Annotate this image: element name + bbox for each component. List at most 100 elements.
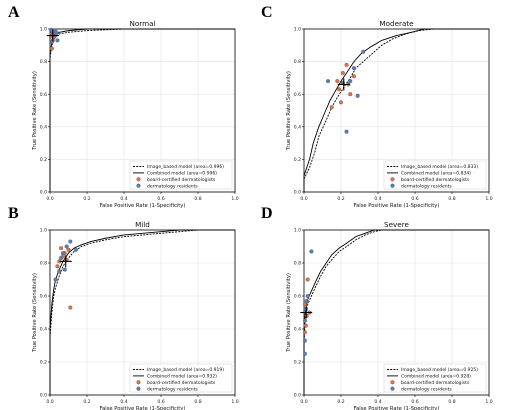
marker-resident bbox=[60, 251, 65, 256]
roc-curve-combined bbox=[49, 229, 235, 395]
y-tick-label: 0.8 bbox=[40, 59, 47, 65]
x-tick-label: 0.4 bbox=[374, 399, 381, 405]
x-axis-label: False Positive Rate (1-Specificity) bbox=[100, 406, 186, 410]
marker-resident bbox=[53, 277, 58, 282]
y-tick-label: 0.4 bbox=[294, 327, 301, 333]
x-tick-label: 0.8 bbox=[194, 196, 201, 202]
y-tick-label: 0.0 bbox=[294, 190, 301, 196]
chart-title: Moderate bbox=[379, 19, 414, 28]
x-tick-label: 0.0 bbox=[300, 399, 307, 405]
y-tick-label: 0.6 bbox=[294, 294, 301, 300]
marker-resident bbox=[64, 244, 69, 249]
y-tick-label: 0.4 bbox=[40, 327, 47, 333]
legend-marker bbox=[136, 177, 141, 182]
x-tick-label: 1.0 bbox=[485, 196, 492, 202]
roc-curve-combined bbox=[303, 229, 489, 395]
marker-board-certified bbox=[302, 330, 307, 335]
legend-box bbox=[383, 363, 487, 393]
y-tick-label: 0.8 bbox=[294, 59, 301, 65]
panel-letter-d: D bbox=[261, 205, 273, 222]
marker-resident bbox=[351, 66, 356, 71]
x-tick-label: 1.0 bbox=[231, 196, 238, 202]
legend-entry: dermatology residents bbox=[401, 386, 452, 392]
marker-resident bbox=[55, 38, 60, 43]
legend-marker bbox=[390, 386, 395, 391]
legend-entry: dermatology residents bbox=[147, 386, 198, 392]
x-tick-label: 0.4 bbox=[120, 196, 127, 202]
marker-resident bbox=[326, 79, 331, 84]
marker-board-certified bbox=[338, 100, 344, 105]
roc-curve-image-based bbox=[49, 229, 235, 395]
legend-entry: dermatology residents bbox=[401, 183, 452, 189]
legend-marker bbox=[136, 183, 141, 188]
x-tick-label: 0.6 bbox=[157, 399, 164, 405]
marker-board-certified bbox=[66, 247, 71, 252]
y-tick-label: 0.6 bbox=[40, 294, 47, 300]
y-tick-label: 0.4 bbox=[294, 124, 301, 130]
marker-resident bbox=[73, 247, 78, 252]
x-tick-label: 0.4 bbox=[120, 399, 127, 405]
x-tick-label: 0.0 bbox=[46, 399, 53, 405]
x-tick-label: 0.2 bbox=[83, 399, 90, 405]
marker-board-certified bbox=[340, 70, 345, 76]
x-tick-label: 0.6 bbox=[411, 399, 418, 405]
marker-board-certified bbox=[305, 277, 310, 282]
panel-letter-c: C bbox=[261, 4, 273, 21]
y-tick-label: 0.6 bbox=[40, 92, 47, 98]
y-axis-label: True Positive Rate (Sensitivity) bbox=[286, 71, 292, 151]
roc-curve-image-based bbox=[303, 229, 489, 395]
marker-board-certified bbox=[49, 46, 54, 51]
marker-resident bbox=[304, 298, 309, 303]
x-tick-label: 0.2 bbox=[337, 399, 344, 405]
x-axis-label: False Positive Rate (1-Specificity) bbox=[100, 203, 186, 209]
y-tick-label: 0.2 bbox=[294, 157, 301, 163]
marker-resident bbox=[305, 293, 310, 299]
legend-entry: board-certified dermatologists bbox=[401, 177, 470, 183]
plot-frame bbox=[49, 229, 236, 396]
marker-resident bbox=[309, 249, 314, 254]
marker-board-certified bbox=[59, 246, 64, 251]
y-tick-label: 1.0 bbox=[294, 27, 301, 33]
marker-resident bbox=[68, 239, 73, 244]
legend-box bbox=[129, 363, 233, 393]
legend-entry: dermatology residents bbox=[147, 183, 198, 189]
y-axis-label: True Positive Rate (Sensitivity) bbox=[286, 273, 292, 353]
chart-panel-c: 0.0 0.2 0.4 0.6 0.8 1.0 0.0 0.2 0.4 0.6 0.8 1.0 Mode… bbox=[286, 19, 493, 209]
chart-title: Severe bbox=[384, 220, 409, 229]
panel-letter-b: B bbox=[8, 205, 19, 222]
marker-board-certified bbox=[304, 313, 309, 318]
y-tick-label: 0.8 bbox=[40, 261, 47, 267]
marker-board-certified bbox=[302, 302, 307, 307]
y-tick-label: 1.0 bbox=[40, 228, 47, 234]
marker-resident bbox=[59, 256, 64, 261]
roc-curve-image-based bbox=[303, 28, 489, 192]
legend-marker bbox=[390, 380, 395, 385]
legend-marker bbox=[390, 177, 395, 182]
y-tick-label: 1.0 bbox=[40, 27, 47, 33]
x-tick-label: 0.8 bbox=[448, 196, 455, 202]
x-tick-label: 0.0 bbox=[300, 196, 307, 202]
chart-panel-b: 0.0 0.2 0.4 0.6 0.8 1.0 0.0 0.2 0.4 0.6 0.8 1.0 Mild… bbox=[32, 220, 239, 410]
marker-resident bbox=[57, 269, 62, 274]
legend-box bbox=[383, 160, 487, 190]
x-tick-label: 0.8 bbox=[448, 399, 455, 405]
x-tick-label: 0.0 bbox=[46, 196, 53, 202]
legend-marker bbox=[136, 380, 141, 385]
plot-frame bbox=[303, 28, 490, 193]
legend: Image_based model (area=0.919)Combined m… bbox=[129, 363, 233, 393]
marker-resident bbox=[348, 79, 353, 84]
marker-board-certified bbox=[351, 74, 356, 79]
x-tick-label: 1.0 bbox=[231, 399, 238, 405]
x-tick-label: 0.2 bbox=[337, 196, 344, 202]
legend-entry: Image_based model (area=0.919) bbox=[147, 367, 224, 373]
marker-board-certified bbox=[68, 305, 73, 310]
marker-board-certified bbox=[348, 92, 353, 97]
y-tick-label: 0.0 bbox=[40, 393, 47, 399]
marker-board-certified bbox=[55, 264, 60, 269]
y-tick-label: 0.8 bbox=[294, 261, 301, 267]
legend-entry: Combined model (area=0.932) bbox=[147, 374, 217, 380]
y-tick-label: 0.0 bbox=[294, 393, 301, 399]
legend-entry: Combined model (area=0.834) bbox=[401, 171, 471, 177]
y-tick-label: 0.0 bbox=[40, 190, 47, 196]
